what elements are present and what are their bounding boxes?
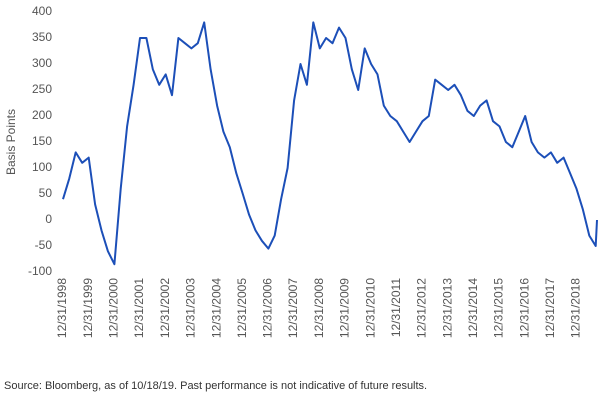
y-tick-label: 350	[32, 30, 52, 44]
y-tick-label: 50	[39, 186, 53, 200]
y-tick-label: 250	[32, 82, 52, 96]
x-tick-label: 12/31/2003	[184, 278, 198, 338]
x-tick-label: 12/31/2014	[466, 278, 480, 338]
x-tick-label: 12/31/2010	[363, 278, 377, 338]
data-line	[62, 21, 598, 266]
x-tick-label: 12/31/1999	[81, 278, 95, 338]
y-tick-label: 200	[32, 108, 52, 122]
y-tick-label: -100	[28, 264, 52, 278]
y-tick-label: -50	[35, 238, 53, 252]
x-tick-label: 12/31/2000	[107, 278, 121, 338]
y-tick-label: 150	[32, 134, 52, 148]
y-tick-label: 100	[32, 160, 52, 174]
x-tick-label: 12/31/2001	[132, 278, 146, 338]
y-tick-label: 400	[32, 4, 52, 18]
x-tick-label: 12/31/2012	[415, 278, 429, 338]
x-tick-label: 12/31/2017	[543, 278, 557, 338]
x-tick-label: 12/31/2007	[286, 278, 300, 338]
x-tick-label: 12/31/2018	[569, 278, 583, 338]
x-tick-label: 12/31/2002	[158, 278, 172, 338]
x-tick-label: 12/31/2004	[209, 278, 223, 338]
y-axis-label: Basis Points	[4, 109, 18, 175]
x-tick-label: 12/31/2015	[492, 278, 506, 338]
y-tick-label: 300	[32, 56, 52, 70]
y-tick-label: 0	[45, 212, 52, 226]
x-tick-label: 12/31/1998	[55, 278, 69, 338]
x-tick-label: 12/31/2005	[235, 278, 249, 338]
x-tick-label: 12/31/2006	[261, 278, 275, 338]
x-tick-label: 12/31/2016	[517, 278, 531, 338]
source-note: Source: Bloomberg, as of 10/18/19. Past …	[4, 380, 427, 392]
x-tick-label: 12/31/2008	[312, 278, 326, 338]
x-tick-label: 12/31/2013	[440, 278, 454, 338]
x-tick-label: 12/31/2009	[338, 278, 352, 338]
x-tick-label: 12/31/2011	[389, 278, 403, 337]
